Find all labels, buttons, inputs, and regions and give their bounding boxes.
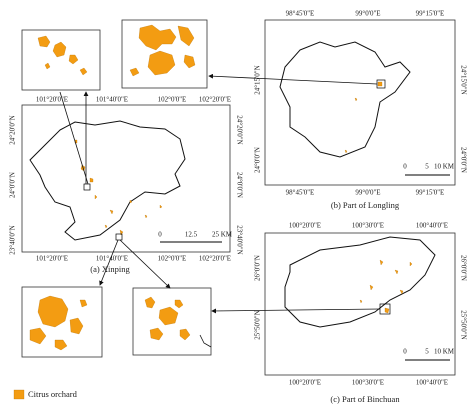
scale-label: 10 KM — [434, 348, 455, 356]
lat-label: 24°0'0"N — [459, 147, 467, 173]
lon-label: 102°0'0"E — [158, 96, 187, 104]
panel-b-map — [208, 19, 456, 186]
legend-label: Citrus orchard — [28, 389, 78, 399]
lon-label: 100°20'0"E — [289, 222, 321, 230]
inset-bottom-left — [21, 286, 103, 358]
lat-label: 24°0'0"N — [9, 172, 17, 198]
scale-label: 0 — [403, 163, 407, 171]
panel-a-map — [21, 91, 231, 289]
lon-label: 100°30'0"E — [352, 222, 384, 230]
legend-swatch — [13, 389, 25, 400]
lon-label: 99°15'0"E — [416, 189, 445, 197]
inset-top-right — [121, 19, 208, 89]
caption: (b) Part of Longling — [331, 200, 400, 210]
lon-label: 98°45'0"E — [286, 10, 315, 18]
lat-label: 24°20'0"N — [235, 115, 243, 144]
lat-label: 23°40'0"N — [235, 225, 243, 254]
lon-label: 100°40'0"E — [416, 379, 448, 387]
scale-label: 5 — [425, 163, 429, 171]
lat-label: 24°15'0"N — [459, 65, 467, 94]
lat-label: 26°0'0"N — [254, 255, 262, 281]
caption: (a) Xinping — [90, 264, 130, 274]
lon-label: 99°0'0"E — [355, 10, 380, 18]
lon-label: 102°20'0"E — [199, 96, 231, 104]
lon-label: 101°40'0"E — [96, 255, 128, 263]
lon-label: 101°40'0"E — [96, 96, 128, 104]
lon-label: 100°20'0"E — [289, 379, 321, 387]
lat-label: 25°50'0"N — [459, 310, 467, 339]
lon-label: 102°20'0"E — [199, 255, 231, 263]
lon-label: 99°0'0"E — [355, 189, 380, 197]
lon-label: 99°15'0"E — [416, 10, 445, 18]
lat-label: 25°50'0"N — [254, 310, 262, 339]
lon-label: 98°45'0"E — [286, 189, 315, 197]
inset-bottom-right — [132, 287, 212, 356]
scale-label: 5 — [425, 348, 429, 356]
lon-label: 100°30'0"E — [352, 379, 384, 387]
scale-label: 0 — [403, 348, 407, 356]
lat-label: 24°15'0"N — [254, 65, 262, 94]
scale-label: 25 KM — [212, 231, 233, 239]
lon-label: 102°0'0"E — [158, 255, 187, 263]
lat-label: 24°0'0"N — [254, 147, 262, 173]
caption: (c) Part of Binchuan — [330, 394, 400, 404]
lon-label: 100°40'0"E — [416, 222, 448, 230]
lon-label: 101°20'0"E — [36, 96, 68, 104]
lat-label: 24°0'0"N — [235, 172, 243, 198]
lon-label: 101°20'0"E — [36, 255, 68, 263]
lat-label: 23°40'0"N — [9, 225, 17, 254]
scale-label: 12.5 — [185, 231, 198, 239]
lat-label: 24°20'0"N — [9, 115, 17, 144]
inset-top-left — [21, 29, 101, 91]
scale-label: 10 KM — [434, 163, 455, 171]
lat-label: 26°0'0"N — [459, 255, 467, 281]
scale-label: 0 — [158, 231, 162, 239]
panel-c-map — [211, 232, 456, 376]
